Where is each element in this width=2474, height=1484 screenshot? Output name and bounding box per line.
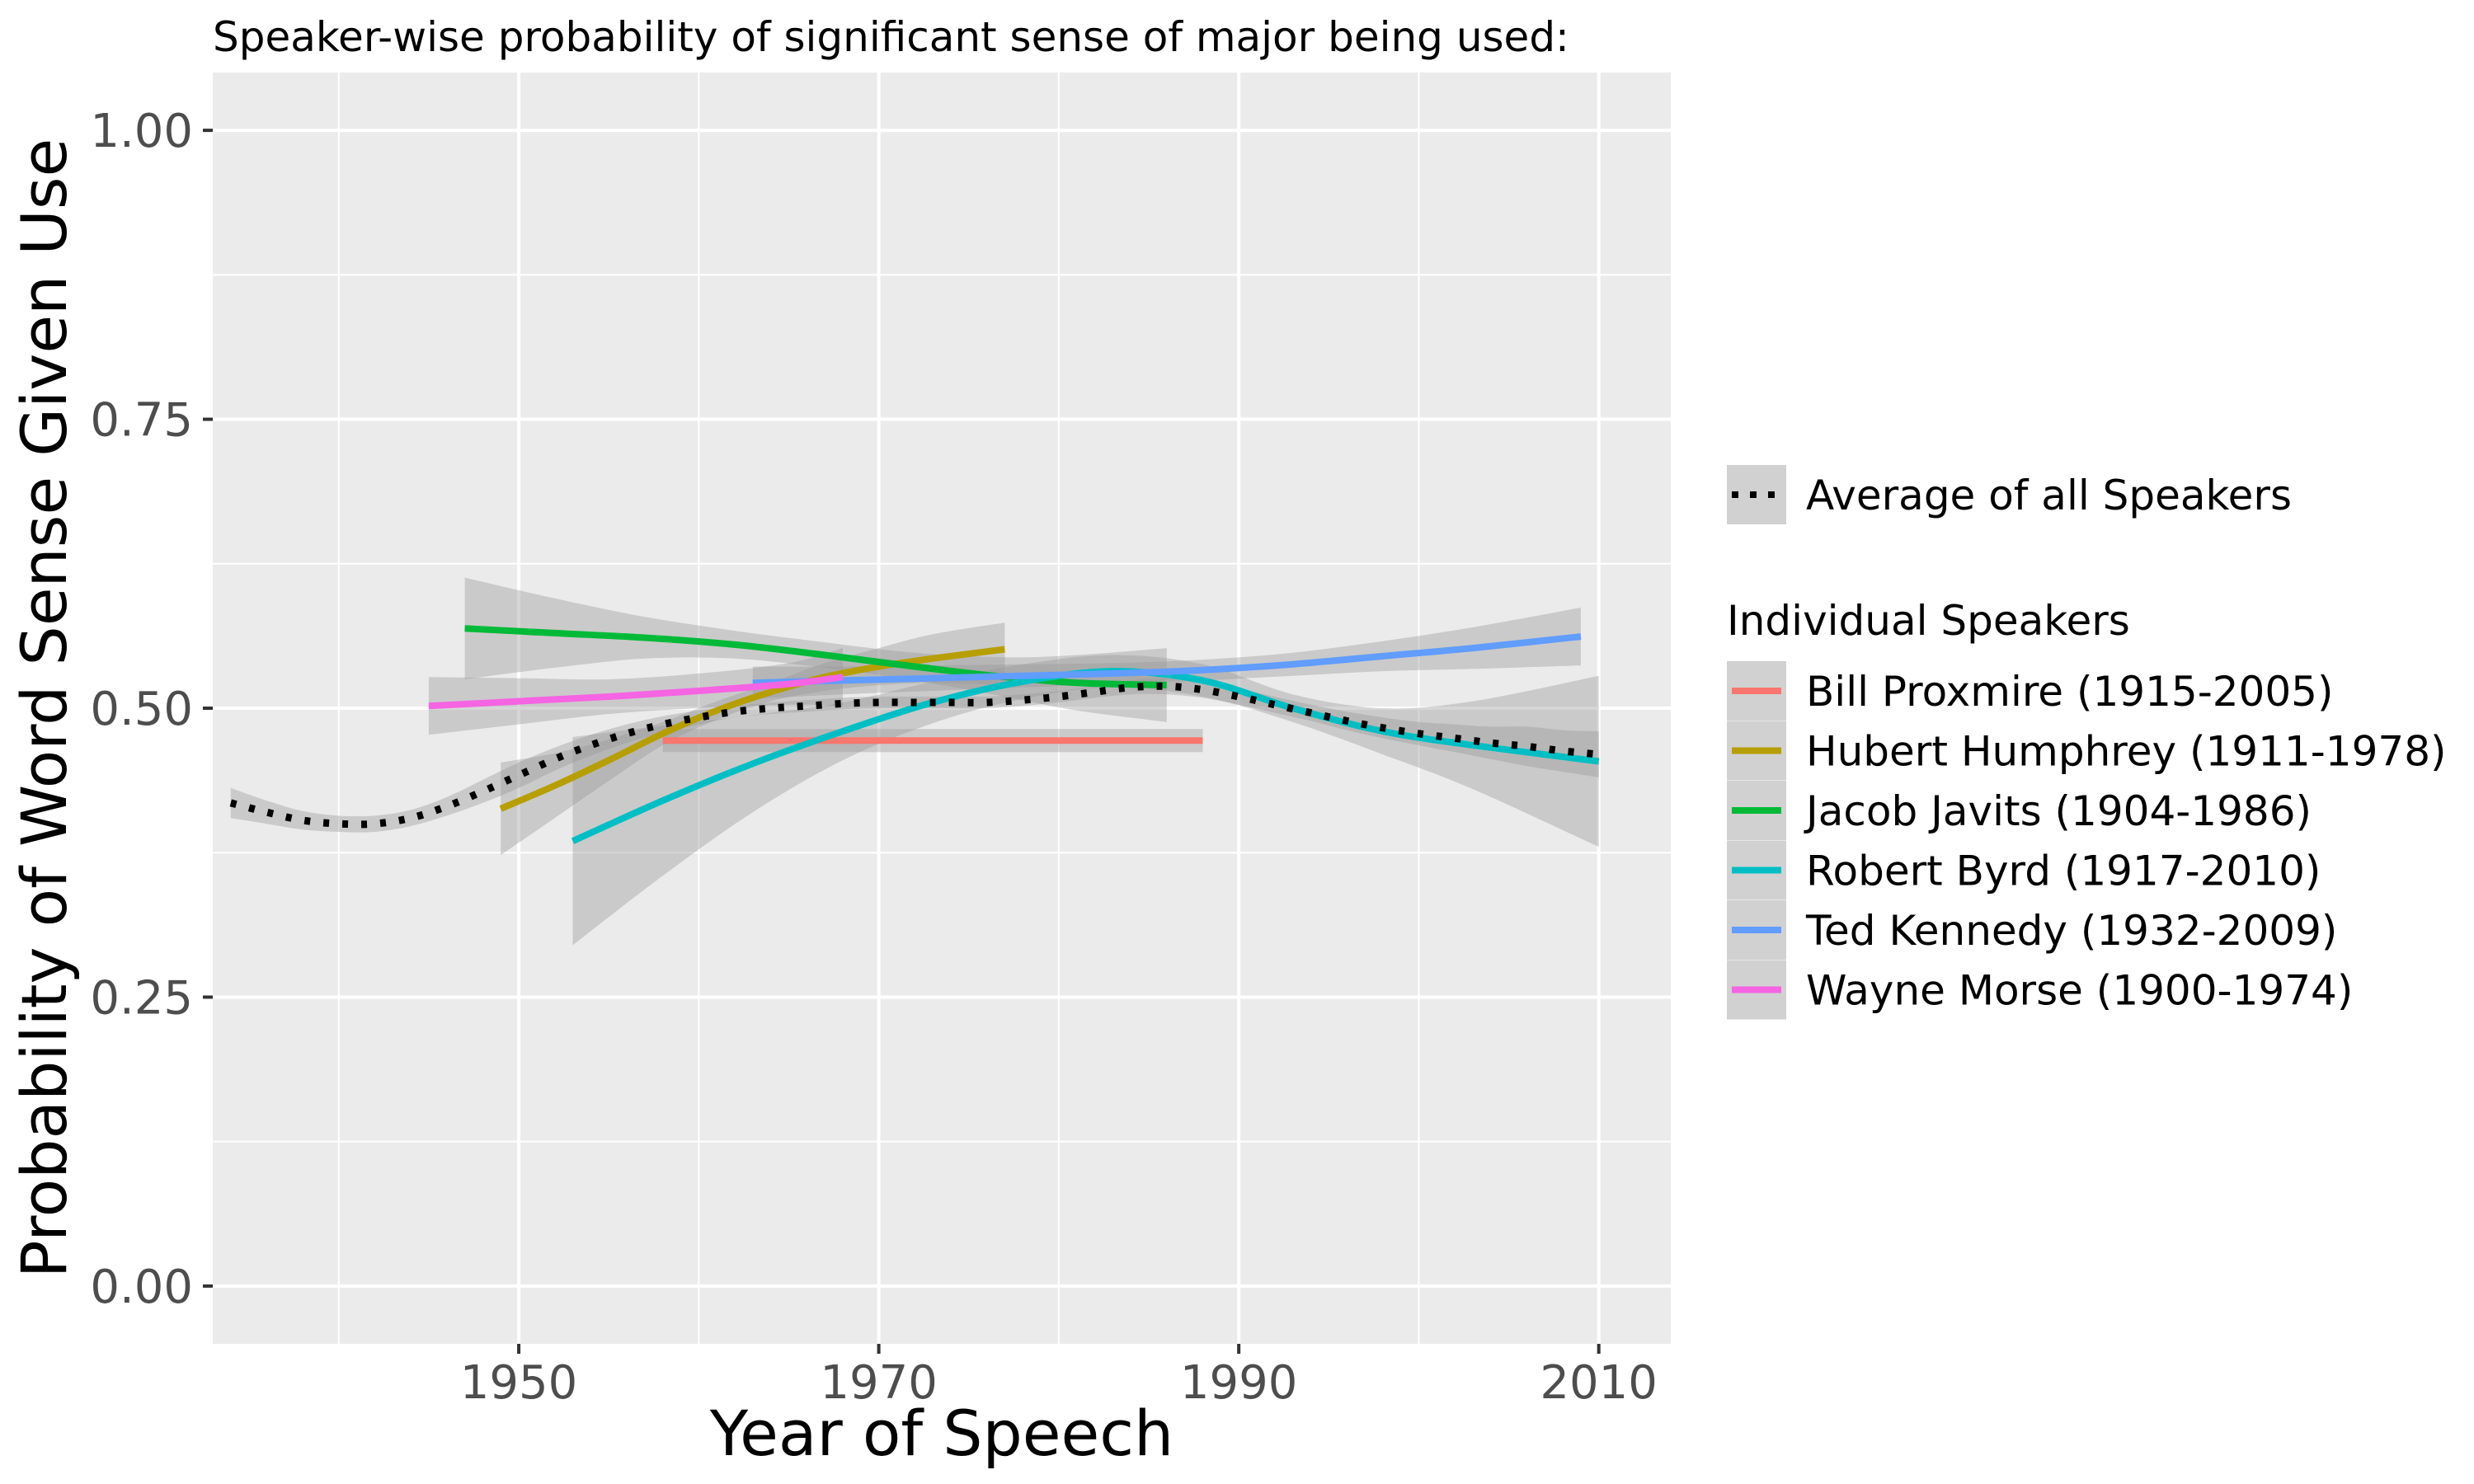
axis-ticks: 1950 1970 1990 2010 0.00 0.25 0.50 0.75 1.00 — [90, 105, 1658, 1410]
y-tick-label: 0.75 — [90, 394, 193, 448]
legend-label: Robert Byrd (1917-2010) — [1806, 848, 2321, 895]
grid-lines — [213, 73, 1671, 1344]
ci-ribbon-average — [230, 678, 1599, 833]
y-tick-label: 1.00 — [90, 105, 193, 158]
x-tick-label: 1970 — [820, 1356, 938, 1410]
y-tick-label: 0.50 — [90, 683, 193, 736]
legend-label: Bill Proxmire (1915-2005) — [1806, 668, 2334, 716]
series-lines — [229, 625, 1600, 844]
ci-ribbon-wayne-morse — [428, 648, 843, 735]
x-axis-title: Year of Speech — [709, 1397, 1174, 1470]
ci-ribbon-robert-byrd — [572, 655, 1599, 946]
legend-individual-title: Individual Speakers — [1727, 597, 2130, 645]
legend-average: Average of all Speakers — [1727, 465, 2292, 524]
y-tick-label: 0.25 — [90, 971, 193, 1025]
legend-label: Wayne Morse (1900-1974) — [1806, 967, 2353, 1015]
y-axis-title: Probability of Word Sense Given Use — [7, 139, 81, 1279]
series-line-jacob-javits — [464, 625, 1167, 688]
legend-label: Ted Kennedy (1932-2009) — [1805, 907, 2337, 955]
series-line-hubert-humphrey — [499, 646, 1005, 812]
legend-label: Jacob Javits (1904-1986) — [1804, 787, 2312, 835]
x-tick-label: 1990 — [1180, 1356, 1298, 1410]
x-tick-label: 1950 — [460, 1356, 578, 1410]
series-line-ted-kennedy — [752, 633, 1582, 687]
series-line-average — [229, 682, 1600, 829]
legend-average-label: Average of all Speakers — [1806, 472, 2292, 519]
series-line-wayne-morse — [428, 674, 844, 710]
chart-title: Speaker-wise probability of significant … — [213, 13, 1569, 61]
legend-label: Hubert Humphrey (1911-1978) — [1806, 728, 2447, 776]
legend-individual: Bill Proxmire (1915-2005) Hubert Humphrey… — [1727, 661, 2447, 1020]
y-tick-label: 0.00 — [90, 1261, 193, 1314]
x-tick-label: 2010 — [1540, 1356, 1658, 1410]
